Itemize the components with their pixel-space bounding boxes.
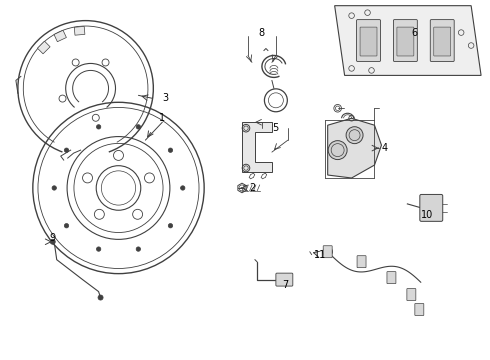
Text: 3: 3 <box>162 93 169 103</box>
Text: 6: 6 <box>411 28 417 37</box>
Circle shape <box>168 224 172 228</box>
FancyBboxPatch shape <box>360 27 377 56</box>
Circle shape <box>64 148 69 152</box>
FancyBboxPatch shape <box>357 256 366 268</box>
Polygon shape <box>328 118 382 178</box>
Circle shape <box>50 239 55 244</box>
FancyBboxPatch shape <box>420 194 443 221</box>
Text: 10: 10 <box>421 210 434 220</box>
FancyBboxPatch shape <box>407 289 416 301</box>
Bar <box>37 41 50 54</box>
Text: 5: 5 <box>272 123 278 133</box>
FancyBboxPatch shape <box>323 246 332 258</box>
Circle shape <box>97 247 101 251</box>
FancyBboxPatch shape <box>415 303 424 315</box>
Circle shape <box>52 186 56 190</box>
Bar <box>74 26 85 35</box>
Bar <box>54 30 67 42</box>
FancyBboxPatch shape <box>434 27 451 56</box>
FancyBboxPatch shape <box>397 27 414 56</box>
FancyBboxPatch shape <box>387 272 396 284</box>
Circle shape <box>64 224 69 228</box>
Polygon shape <box>242 122 272 172</box>
Circle shape <box>136 247 141 251</box>
FancyBboxPatch shape <box>276 273 293 286</box>
FancyBboxPatch shape <box>393 20 417 62</box>
Text: 7: 7 <box>282 280 288 289</box>
Circle shape <box>168 148 172 152</box>
Circle shape <box>346 127 363 144</box>
Text: 8: 8 <box>259 28 265 37</box>
Circle shape <box>136 125 141 129</box>
Circle shape <box>98 295 103 300</box>
Circle shape <box>97 125 101 129</box>
Text: 2: 2 <box>249 183 255 193</box>
FancyBboxPatch shape <box>430 20 454 62</box>
Circle shape <box>180 186 185 190</box>
Polygon shape <box>335 6 481 75</box>
FancyBboxPatch shape <box>357 20 380 62</box>
Text: 11: 11 <box>314 250 326 260</box>
Circle shape <box>328 141 347 159</box>
Text: 1: 1 <box>159 113 166 123</box>
Text: 4: 4 <box>381 143 388 153</box>
Text: 9: 9 <box>49 233 56 243</box>
